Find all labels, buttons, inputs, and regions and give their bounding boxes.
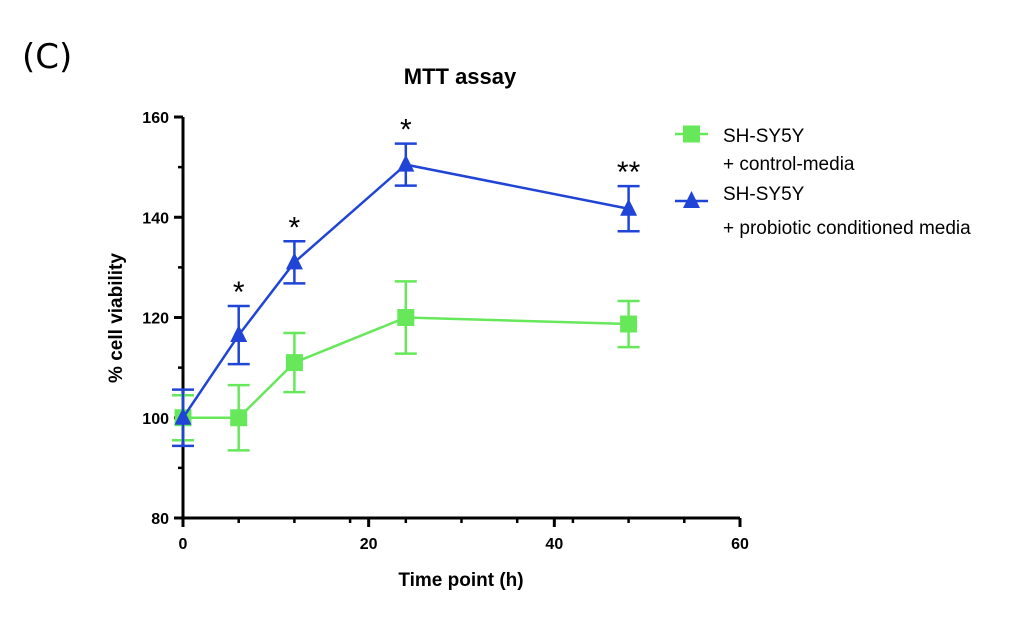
y-tick-label: 140 [142,210,169,227]
series-layer [172,142,640,452]
data-point [620,315,638,333]
y-tick-label: 80 [151,511,169,528]
y-tick-label: 120 [142,311,169,328]
data-point [285,252,303,270]
data-point [230,409,248,427]
x-tick-label: 0 [179,536,188,553]
data-point [397,309,415,326]
data-point [230,325,248,343]
significance-marker: * [233,276,245,309]
legend-marker [683,125,700,143]
data-point [397,154,415,172]
panel-label: (C) [22,37,72,77]
x-tick-label: 60 [731,536,749,553]
axes: 80 100 120 140 160 0 20 40 60 [142,110,749,553]
y-tick-label: 100 [142,411,169,428]
data-point [285,354,303,372]
annotation-layer: ***** [233,114,641,309]
legend-label-probiotic-line1: SH-SY5Y [723,184,805,205]
x-tick-label: 40 [545,536,563,553]
series-1 [172,142,640,448]
chart-title: MTT assay [404,64,517,89]
y-axis-title: % cell viability [106,253,127,383]
legend-marker [683,191,700,208]
legend-label-control-line2: + control-media [723,154,855,175]
data-point [620,198,638,216]
data-point [174,407,192,425]
y-tick-label: 160 [142,110,169,127]
legend-label-probiotic-line2: + probiotic conditioned media [723,218,971,239]
significance-marker: * [289,211,301,244]
significance-marker: ** [617,156,641,189]
significance-marker: * [400,114,412,147]
legend: SH-SY5Y + control-media SH-SY5Y + probio… [675,125,971,239]
x-tick-label: 20 [360,536,378,553]
x-axis-title: Time point (h) [398,570,523,591]
legend-label-control-line1: SH-SY5Y [723,126,805,147]
